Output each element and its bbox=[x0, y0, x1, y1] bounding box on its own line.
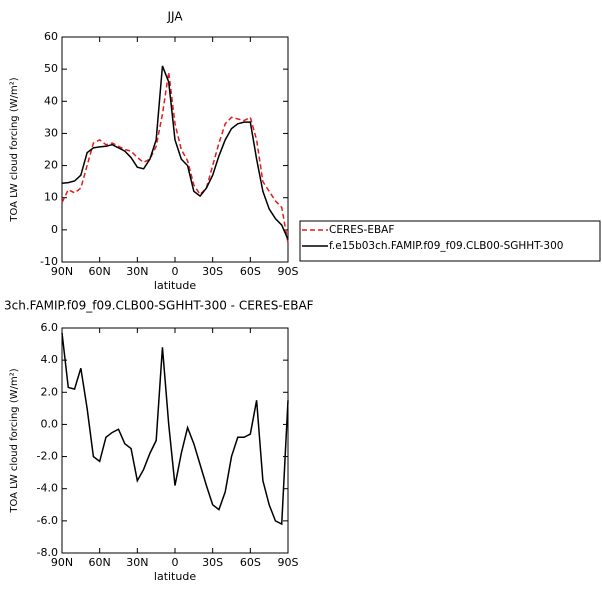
x-tick-label: 30S bbox=[202, 556, 223, 569]
y-axis-label: TOA LW cloud forcing (W/m²) bbox=[9, 368, 20, 513]
legend-label: f.e15b03ch.FAMIP.f09_f09.CLB00-SGHHT-300 bbox=[329, 240, 563, 252]
x-tick-label: 90N bbox=[51, 265, 73, 278]
x-tick-label: 60N bbox=[89, 265, 111, 278]
y-tick-label: 30 bbox=[44, 126, 58, 139]
x-tick-label: 0 bbox=[172, 265, 179, 278]
x-tick-label: 60N bbox=[89, 556, 111, 569]
x-tick-label: 90S bbox=[278, 265, 299, 278]
x-tick-label: 0 bbox=[172, 556, 179, 569]
y-tick-label: 0.0 bbox=[41, 417, 59, 430]
x-tick-label: 30N bbox=[126, 556, 148, 569]
x-tick-label: 30S bbox=[202, 265, 223, 278]
y-tick-label: -2.0 bbox=[37, 450, 58, 463]
x-tick-label: 60S bbox=[240, 265, 261, 278]
x-tick-label: 30N bbox=[126, 265, 148, 278]
plot-frame bbox=[61, 327, 289, 554]
y-tick-label: 2.0 bbox=[41, 385, 59, 398]
x-axis-label: latitude bbox=[154, 570, 196, 583]
chart-title: JJA bbox=[166, 10, 183, 24]
y-tick-label: 20 bbox=[44, 159, 58, 172]
x-tick-label: 90N bbox=[51, 556, 73, 569]
y-tick-label: 40 bbox=[44, 94, 58, 107]
data-line bbox=[61, 72, 289, 243]
y-axis-label: TOA LW cloud forcing (W/m²) bbox=[9, 77, 20, 222]
x-tick-label: 90S bbox=[278, 556, 299, 569]
y-tick-label: 60 bbox=[44, 30, 58, 43]
y-tick-label: 4.0 bbox=[41, 353, 59, 366]
y-tick-label: 50 bbox=[44, 62, 58, 75]
legend-box bbox=[299, 220, 601, 262]
y-tick-label: 6.0 bbox=[41, 321, 59, 334]
x-axis-label: latitude bbox=[154, 279, 196, 292]
y-tick-label: -8.0 bbox=[37, 546, 58, 559]
data-line bbox=[61, 332, 289, 526]
y-tick-label: 0 bbox=[51, 223, 58, 236]
y-tick-label: -4.0 bbox=[37, 482, 58, 495]
y-tick-label: -6.0 bbox=[37, 514, 58, 527]
legend-label: CERES-EBAF bbox=[329, 224, 394, 236]
plot-frame bbox=[61, 36, 289, 263]
y-tick-label: -10 bbox=[40, 255, 58, 268]
y-tick-label: 10 bbox=[44, 191, 58, 204]
data-line bbox=[61, 65, 289, 240]
chart-title: 3ch.FAMIP.f09_f09.CLB00-SGHHT-300 - CERE… bbox=[4, 299, 314, 313]
x-tick-label: 60S bbox=[240, 556, 261, 569]
